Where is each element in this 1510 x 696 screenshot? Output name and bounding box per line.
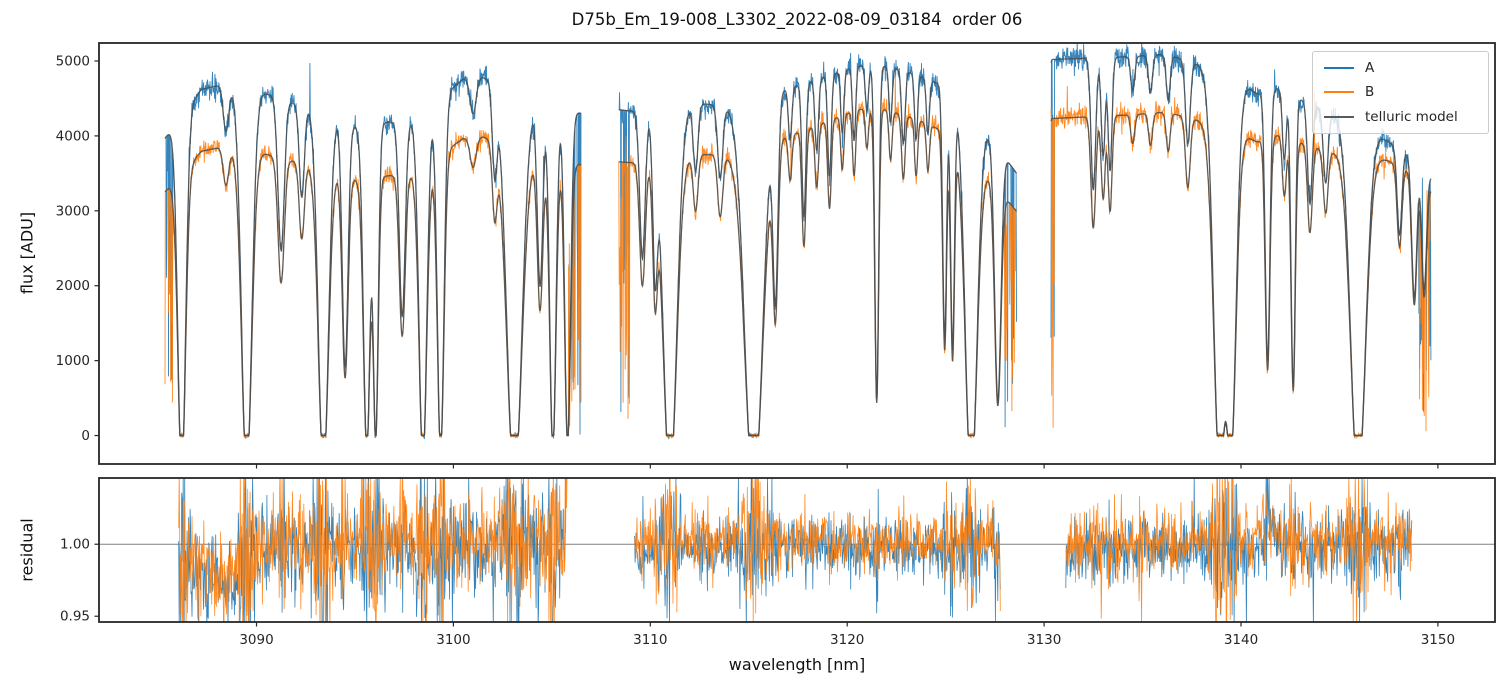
series-a-line-swatch bbox=[1324, 67, 1354, 70]
telluric-model-line-a bbox=[164, 53, 1432, 437]
series-b-line-swatch bbox=[1324, 91, 1354, 94]
legend-item-b: B bbox=[1313, 81, 1488, 103]
legend-label-b: B bbox=[1365, 84, 1375, 101]
residual-axes-frame bbox=[98, 477, 1496, 623]
flux-panel-data bbox=[164, 43, 1432, 440]
telluric-model-line-b bbox=[164, 108, 1432, 437]
residual-b-line bbox=[178, 478, 1413, 622]
legend-item-a: A bbox=[1313, 57, 1488, 79]
series-a-spectrum-line bbox=[164, 43, 1432, 440]
flux-ytick-label: 0 bbox=[81, 428, 90, 444]
legend: A B telluric model bbox=[1312, 51, 1489, 134]
x-tick-label: 3120 bbox=[830, 632, 864, 648]
series-telluric-line-swatch bbox=[1324, 115, 1354, 118]
residual-ytick-label: 0.95 bbox=[60, 609, 90, 625]
x-tick-label: 3150 bbox=[1421, 632, 1455, 648]
flux-axes-frame bbox=[98, 42, 1496, 465]
x-tick-label: 3110 bbox=[633, 632, 667, 648]
flux-ytick-label: 2000 bbox=[56, 278, 90, 294]
legend-label-telluric: telluric model bbox=[1365, 108, 1458, 125]
residual-axis-label: residual bbox=[17, 518, 37, 582]
x-tick-label: 3140 bbox=[1224, 632, 1258, 648]
flux-ytick-label: 3000 bbox=[56, 203, 90, 219]
flux-ytick-label: 1000 bbox=[56, 353, 90, 369]
residual-ytick-label: 1.00 bbox=[60, 537, 90, 553]
x-tick-label: 3100 bbox=[436, 632, 470, 648]
legend-item-telluric-model: telluric model bbox=[1313, 106, 1488, 128]
wavelength-axis-label: wavelength [nm] bbox=[728, 655, 866, 674]
flux-axis-label: flux [ADU] bbox=[17, 211, 37, 295]
flux-ytick-label: 5000 bbox=[56, 53, 90, 69]
plot-title: D75b_Em_19-008_L3302_2022-08-09_03184 or… bbox=[571, 10, 1023, 29]
x-tick-label: 3130 bbox=[1027, 632, 1061, 648]
x-tick-label: 3090 bbox=[239, 632, 273, 648]
flux-ytick-label: 4000 bbox=[56, 128, 90, 144]
residual-panel-data bbox=[99, 478, 1495, 622]
legend-label-a: A bbox=[1365, 60, 1375, 77]
